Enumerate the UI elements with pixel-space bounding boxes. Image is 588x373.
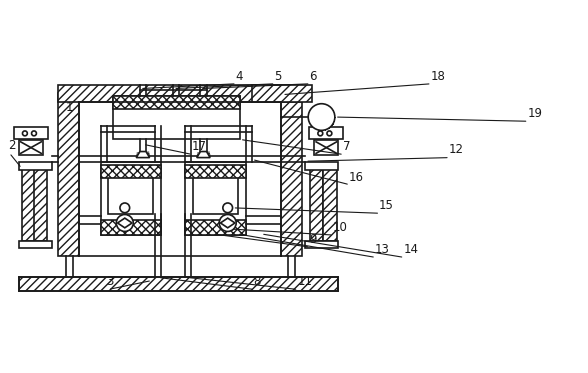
Circle shape <box>32 131 36 136</box>
Bar <box>281 93 302 256</box>
Bar <box>19 278 339 291</box>
Text: 2: 2 <box>8 138 15 151</box>
Text: 3: 3 <box>106 275 114 288</box>
Bar <box>101 162 161 235</box>
Bar <box>193 172 238 214</box>
Circle shape <box>22 131 27 136</box>
Bar <box>101 166 161 178</box>
Bar <box>113 96 240 140</box>
Text: 6: 6 <box>309 69 317 82</box>
Bar <box>19 241 52 248</box>
Text: 13: 13 <box>375 243 390 256</box>
Polygon shape <box>136 151 149 157</box>
Bar <box>14 127 48 140</box>
Circle shape <box>219 214 236 231</box>
Circle shape <box>318 131 323 136</box>
Polygon shape <box>197 151 210 157</box>
Text: 17: 17 <box>191 140 206 153</box>
Polygon shape <box>118 218 132 228</box>
Text: 7: 7 <box>343 140 350 153</box>
Text: 19: 19 <box>527 107 542 120</box>
Text: 16: 16 <box>349 170 364 184</box>
Text: 12: 12 <box>449 143 464 156</box>
Bar <box>252 85 312 102</box>
Text: 8: 8 <box>254 275 261 288</box>
Circle shape <box>223 203 232 213</box>
Bar <box>58 93 79 256</box>
Bar <box>309 127 343 140</box>
Polygon shape <box>220 218 235 228</box>
Text: 4: 4 <box>236 69 243 82</box>
Text: 11: 11 <box>298 275 312 288</box>
Circle shape <box>120 203 129 213</box>
Text: 15: 15 <box>379 199 394 212</box>
Bar <box>314 140 339 155</box>
Text: 18: 18 <box>430 69 445 82</box>
Bar <box>22 169 35 241</box>
Bar <box>185 162 246 235</box>
Circle shape <box>327 131 332 136</box>
Bar <box>305 241 339 248</box>
Text: 1: 1 <box>66 101 74 114</box>
Text: 9: 9 <box>309 233 317 246</box>
Text: 5: 5 <box>275 69 282 82</box>
Bar <box>113 96 240 109</box>
Bar <box>185 220 246 235</box>
Bar <box>108 172 153 214</box>
Bar <box>19 162 52 170</box>
Circle shape <box>308 104 335 130</box>
Text: 10: 10 <box>332 221 348 234</box>
Bar <box>185 166 246 178</box>
Text: 14: 14 <box>403 243 418 256</box>
Circle shape <box>116 214 133 231</box>
Bar <box>310 169 323 241</box>
Bar <box>19 140 43 155</box>
Bar <box>323 169 337 241</box>
Bar <box>58 85 302 102</box>
Bar <box>101 220 161 235</box>
Bar <box>34 169 47 241</box>
Bar <box>305 162 339 170</box>
